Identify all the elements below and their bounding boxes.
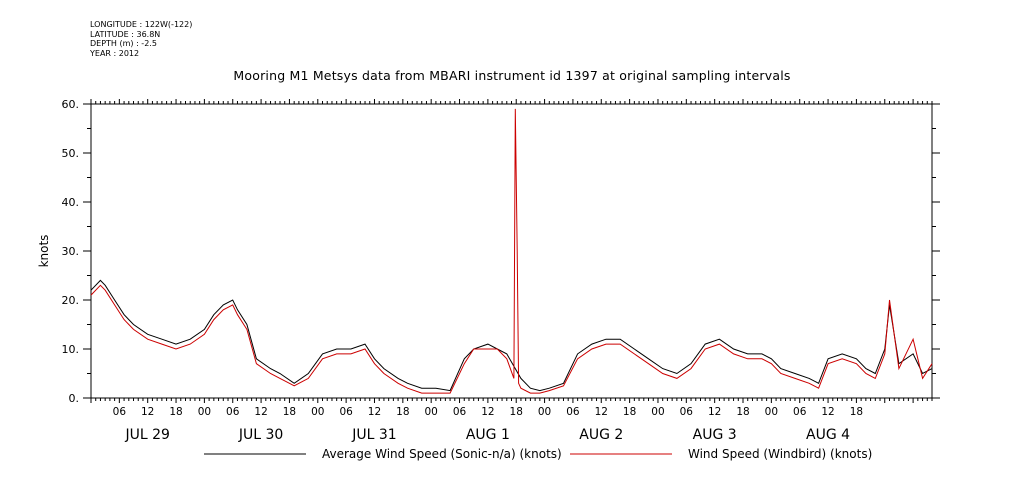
year-label: YEAR : 2012	[90, 48, 140, 58]
x-tick-label: 12	[595, 406, 608, 418]
day-label: AUG 3	[693, 427, 737, 443]
y-axis-label: knots	[37, 235, 51, 268]
legend-label-windbird: Wind Speed (Windbird) (knots)	[688, 447, 872, 461]
plot-frame	[90, 103, 933, 399]
chart-legend: Average Wind Speed (Sonic-n/a) (knots) Wi…	[204, 447, 872, 461]
x-tick-label: 06	[339, 406, 353, 418]
day-label: JUL 29	[124, 427, 169, 443]
x-tick-label: 06	[226, 406, 240, 418]
x-tick-label: 00	[198, 406, 211, 418]
x-tick-label: 18	[623, 406, 636, 418]
x-tick-label: 18	[510, 406, 523, 418]
legend-label-average: Average Wind Speed (Sonic-n/a) (knots)	[322, 447, 562, 461]
y-tick-label: 0.	[69, 392, 80, 405]
x-tick-label: 00	[424, 406, 437, 418]
x-tick-label: 06	[680, 406, 694, 418]
x-tick-label: 12	[254, 406, 267, 418]
day-label: JUL 30	[238, 427, 283, 443]
x-tick-label: 18	[283, 406, 296, 418]
x-tick-label: 12	[141, 406, 154, 418]
y-tick-label: 40.	[62, 196, 80, 209]
x-tick-label: 12	[821, 406, 834, 418]
chart-axes	[83, 99, 940, 403]
axis-labels: 0. 10. 20. 30. 40. 50. 60. knots 06 12 18 00 06 12 18 0…	[37, 98, 863, 443]
day-label: AUG 2	[579, 427, 623, 443]
mooring-metadata: LONGITUDE : 122W(-122) LATITUDE : 36.8N …	[90, 20, 192, 58]
x-tick-label: 06	[453, 406, 467, 418]
series-line	[90, 108, 933, 394]
series-layer	[90, 108, 933, 394]
x-tick-label: 12	[708, 406, 721, 418]
x-tick-label: 00	[651, 406, 664, 418]
x-tick-label: 18	[850, 406, 863, 418]
x-tick-label: 06	[566, 406, 580, 418]
x-tick-label: 00	[311, 406, 324, 418]
x-tick-label: 18	[396, 406, 409, 418]
x-tick-label: 12	[368, 406, 381, 418]
day-label: AUG 4	[806, 427, 850, 443]
x-tick-label: 00	[765, 406, 778, 418]
chart-title: Mooring M1 Metsys data from MBARI instru…	[233, 68, 791, 83]
y-tick-label: 50.	[62, 147, 80, 160]
longitude-label: LONGITUDE : 122W(-122)	[90, 20, 193, 29]
y-tick-label: 60.	[62, 98, 80, 111]
depth-label: DEPTH (m) : -2.5	[90, 39, 157, 48]
x-tick-label: 06	[793, 406, 807, 418]
y-tick-label: 20.	[62, 294, 80, 307]
series-line	[90, 279, 933, 392]
y-tick-label: 30.	[62, 245, 80, 258]
y-tick-label: 10.	[62, 343, 80, 356]
x-tick-label: 06	[113, 406, 127, 418]
x-tick-label: 12	[481, 406, 494, 418]
day-label: AUG 1	[466, 427, 510, 443]
latitude-label: LATITUDE : 36.8N	[90, 29, 161, 39]
day-label: JUL 31	[351, 427, 396, 443]
x-tick-label: 18	[736, 406, 749, 418]
x-tick-label: 18	[169, 406, 182, 418]
x-tick-label: 00	[538, 406, 551, 418]
